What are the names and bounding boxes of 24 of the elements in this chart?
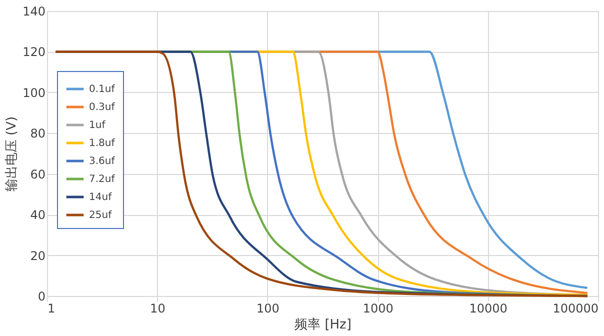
legend-label: 14uf (89, 192, 112, 203)
x-tick-label: 100000 (552, 302, 598, 316)
x-tick-label: 10000 (469, 302, 508, 316)
y-tick-label: 0 (38, 290, 46, 304)
legend-label: 3.6uf (89, 156, 116, 167)
y-tick-label: 20 (30, 248, 46, 263)
x-tick-label: 1 (48, 302, 56, 316)
legend-label: 25uf (89, 210, 112, 221)
x-tick-label: 10 (150, 302, 166, 316)
y-tick-label: 120 (22, 45, 46, 60)
x-tick-label: 1000 (362, 302, 394, 316)
y-tick-label: 100 (22, 86, 46, 100)
legend-label: 1uf (89, 120, 106, 131)
y-tick-label: 40 (30, 208, 46, 222)
x-tick-label: 100 (256, 302, 280, 316)
y-tick-label: 60 (30, 167, 46, 182)
x-axis-title: 频率 [Hz] (294, 316, 352, 332)
legend-label: 1.8uf (89, 138, 116, 149)
legend-label: 0.1uf (89, 84, 116, 95)
y-tick-label: 140 (22, 4, 46, 18)
y-axis-title: 输出电压 (V) (4, 116, 20, 192)
y-tick-label: 80 (30, 126, 46, 141)
legend-label: 7.2uf (89, 174, 116, 185)
legend-label: 0.3uf (89, 102, 116, 113)
